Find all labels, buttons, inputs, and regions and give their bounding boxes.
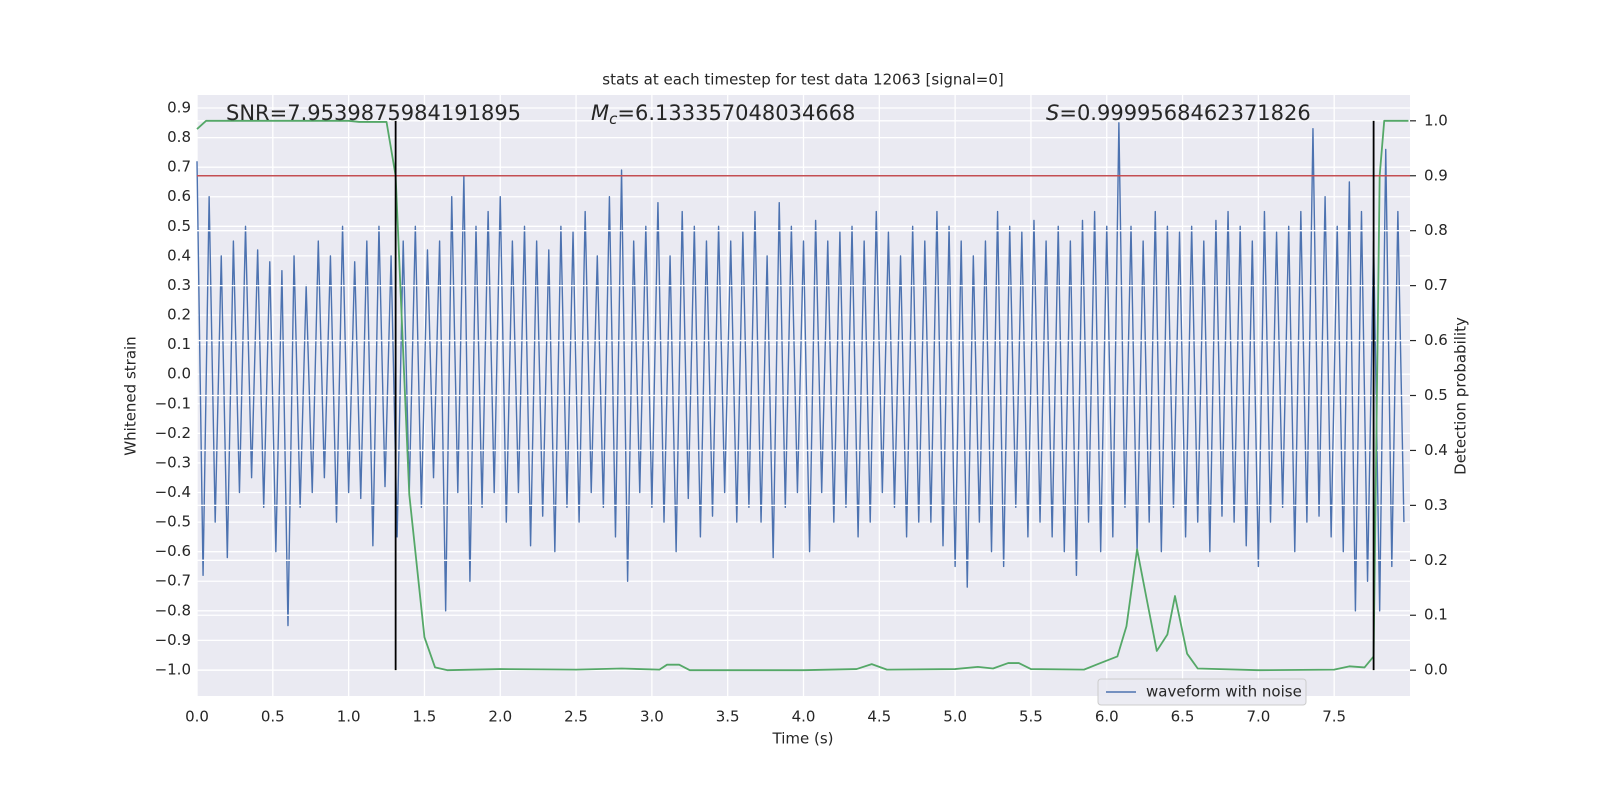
y-tick-label: −0.8 <box>155 601 191 619</box>
y-tick-label: −0.9 <box>155 631 191 649</box>
annotation: SNR=7.9539875984191895 <box>226 101 521 125</box>
annotation: S=0.9999568462371826 <box>1046 101 1311 125</box>
x-tick-label: 7.5 <box>1322 708 1346 726</box>
y-tick-label: 0.2 <box>167 306 191 324</box>
annotation-text: SNR=7.9539875984191895 <box>226 101 521 125</box>
data-layer <box>196 122 1405 627</box>
annotation-symbol: S <box>1046 101 1059 125</box>
annotation: Mc=6.133357048034668 <box>591 101 855 128</box>
y-tick-label: −1.0 <box>155 660 191 678</box>
x-tick-label: 1.5 <box>413 708 437 726</box>
y-tick-label: 0.4 <box>167 246 191 264</box>
annotation-subscript: c <box>609 110 618 128</box>
series-line <box>196 122 1405 627</box>
x-tick-label: 4.0 <box>792 708 816 726</box>
annotation-text: =6.133357048034668 <box>617 101 855 125</box>
x-tick-label: 0.5 <box>261 708 285 726</box>
x-tick-label: 6.5 <box>1171 708 1195 726</box>
chart-title: stats at each timestep for test data 120… <box>602 71 1003 89</box>
y-tick-label: −0.2 <box>155 424 191 442</box>
x-tick-label: 2.0 <box>488 708 512 726</box>
annotation-symbol: M <box>591 101 609 125</box>
y2-tick-label: 0.5 <box>1424 386 1448 404</box>
legend-label: waveform with noise <box>1146 683 1302 701</box>
x-tick-label: 3.5 <box>716 708 740 726</box>
y-tick-label: −0.4 <box>155 483 191 501</box>
y-tick-label: 0.9 <box>167 99 191 117</box>
x-tick-label: 4.5 <box>867 708 891 726</box>
annotation-text: =0.9999568462371826 <box>1059 101 1310 125</box>
legend: waveform with noise <box>1097 678 1307 706</box>
y2-tick-label: 0.6 <box>1424 331 1448 349</box>
y2-tick-label: 0.4 <box>1424 441 1448 459</box>
y-tick-label: −0.5 <box>155 513 191 531</box>
y2-tick-label: 0.3 <box>1424 496 1448 514</box>
series-line <box>196 119 1409 672</box>
x-tick-label: 5.0 <box>943 708 967 726</box>
y2-tick-label: 0.7 <box>1424 276 1448 294</box>
y-tick-label: 0.7 <box>167 158 191 176</box>
x-tick-label: 6.0 <box>1095 708 1119 726</box>
y-tick-label: 0.6 <box>167 187 191 205</box>
y-tick-label: −0.6 <box>155 542 191 560</box>
y-tick-label: −0.1 <box>155 394 191 412</box>
y-tick-label: −0.3 <box>155 453 191 471</box>
y-tick-label: −0.7 <box>155 572 191 590</box>
y-axis-label: Whitened strain <box>122 336 140 455</box>
x-tick-label: 0.0 <box>185 708 209 726</box>
y-tick-label: 0.3 <box>167 276 191 294</box>
x-tick-label: 1.0 <box>337 708 361 726</box>
y2-tick-label: 0.1 <box>1424 606 1448 624</box>
y-tick-label: 0.5 <box>167 217 191 235</box>
y2-tick-label: 0.8 <box>1424 221 1448 239</box>
y2-tick-label: 0.2 <box>1424 551 1448 569</box>
y2-tick-label: 0.0 <box>1424 661 1448 679</box>
y-tick-label: 0.0 <box>167 365 191 383</box>
y-tick-label: 0.1 <box>167 335 191 353</box>
y2-tick-label: 0.9 <box>1424 166 1448 184</box>
x-tick-label: 2.5 <box>564 708 588 726</box>
y-tick-label: 0.8 <box>167 128 191 146</box>
x-axis-label: Time (s) <box>772 730 834 748</box>
x-tick-label: 7.0 <box>1246 708 1270 726</box>
x-tick-label: 5.5 <box>1019 708 1043 726</box>
y2-tick-label: 1.0 <box>1424 111 1448 129</box>
x-tick-label: 3.0 <box>640 708 664 726</box>
legend-box <box>1097 678 1307 706</box>
over-layer <box>196 119 1410 672</box>
y2-axis-label: Detection probability <box>1452 317 1470 475</box>
